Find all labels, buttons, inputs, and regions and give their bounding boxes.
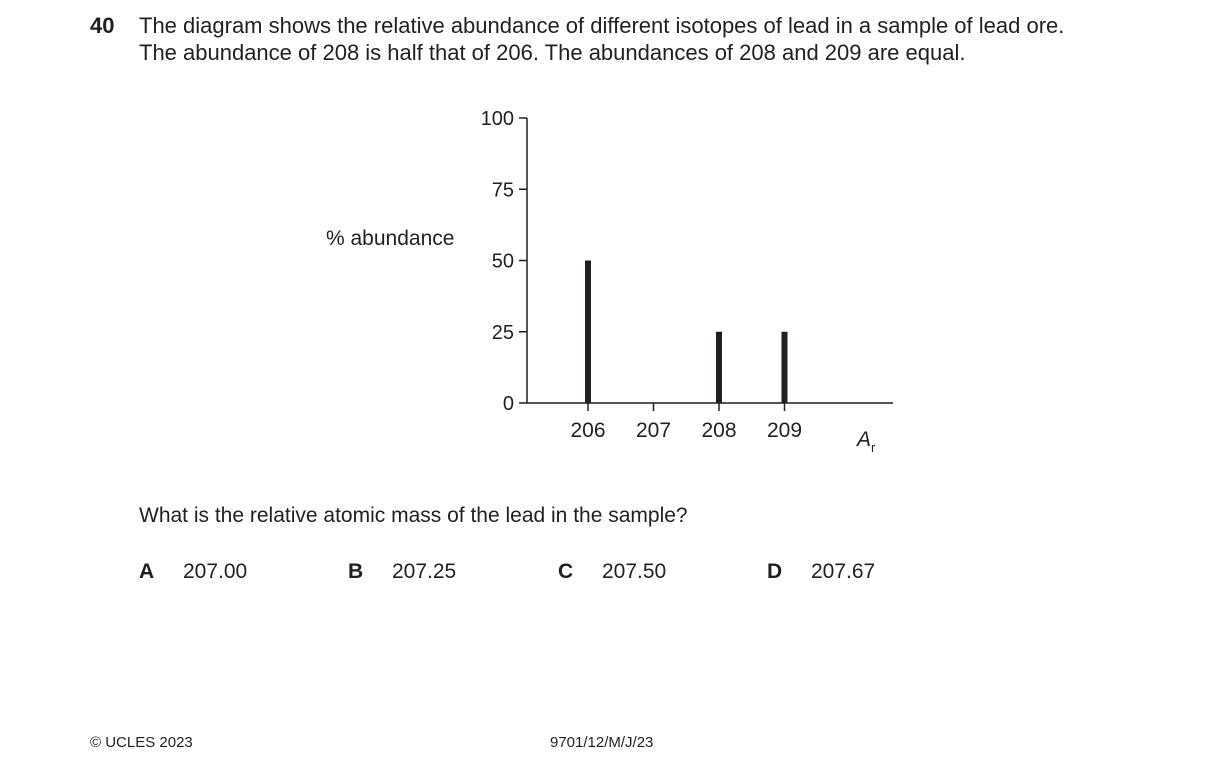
- option-letter: A: [139, 560, 155, 583]
- x-tick-label: 208: [701, 419, 736, 442]
- x-axis-subscript: r: [871, 440, 876, 455]
- footer-copyright: © UCLES 2023: [90, 734, 193, 751]
- option-letter: B: [348, 560, 364, 583]
- y-tick-label: 50: [492, 251, 514, 273]
- option-c[interactable]: C 207.50: [558, 560, 666, 584]
- bar-209: [781, 331, 788, 403]
- option-value: 207.50: [602, 560, 667, 583]
- footer-paper-code: 9701/12/M/J/23: [550, 734, 654, 751]
- x-tick-label: 206: [570, 419, 605, 442]
- x-tick-label: 207: [636, 419, 671, 442]
- question-number: 40: [90, 13, 115, 38]
- bar-208: [716, 331, 722, 403]
- x-axis-label: Ar: [857, 428, 875, 455]
- option-value: 207.00: [183, 560, 248, 583]
- option-value: 207.67: [811, 560, 876, 583]
- x-axis-symbol: A: [857, 428, 872, 451]
- question-stem-line-2: The abundance of 208 is half that of 206…: [139, 40, 966, 65]
- option-b[interactable]: B 207.25: [348, 560, 456, 584]
- option-letter: D: [767, 560, 783, 583]
- y-axis-label: % abundance: [326, 227, 455, 250]
- x-tick-label: 209: [767, 419, 802, 442]
- option-value: 207.25: [392, 560, 457, 583]
- option-a[interactable]: A 207.00: [139, 560, 247, 584]
- y-tick-label: 75: [492, 179, 514, 201]
- y-tick-label: 100: [481, 108, 514, 130]
- option-d[interactable]: D 207.67: [767, 560, 875, 584]
- y-tick-label: 25: [492, 322, 514, 344]
- question-prompt: What is the relative atomic mass of the …: [139, 504, 688, 527]
- bar-206: [585, 260, 591, 403]
- y-tick-label: 0: [503, 393, 514, 415]
- option-letter: C: [558, 560, 574, 583]
- question-stem-line-1: The diagram shows the relative abundance…: [139, 13, 1065, 38]
